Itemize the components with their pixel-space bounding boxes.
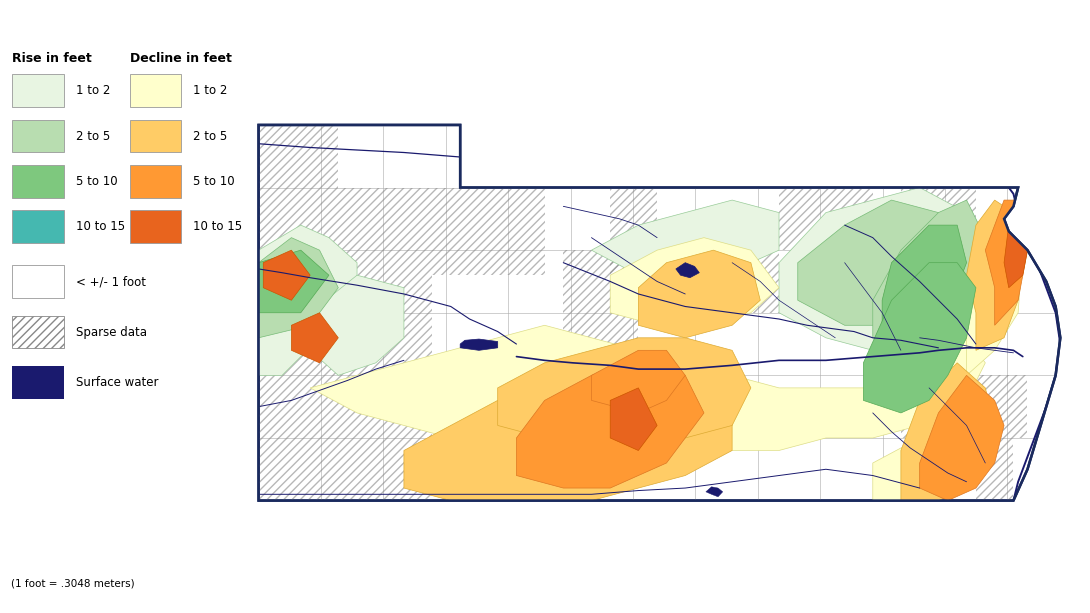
Polygon shape — [404, 375, 732, 501]
Bar — [12, 210, 64, 243]
Polygon shape — [592, 350, 686, 413]
Text: 5 to 10: 5 to 10 — [76, 175, 118, 188]
Text: < +/- 1 foot: < +/- 1 foot — [76, 275, 146, 288]
Polygon shape — [258, 125, 1061, 501]
Polygon shape — [517, 363, 704, 488]
Polygon shape — [901, 363, 995, 501]
Text: 5 to 10: 5 to 10 — [193, 175, 234, 188]
Text: 2 to 5: 2 to 5 — [76, 129, 110, 143]
Bar — [130, 75, 181, 107]
Text: 10 to 15: 10 to 15 — [76, 220, 125, 233]
Polygon shape — [592, 200, 779, 287]
Bar — [12, 265, 64, 298]
Text: 1 to 2: 1 to 2 — [193, 85, 228, 97]
Text: Decline in feet: Decline in feet — [130, 52, 231, 65]
Text: 2 to 5: 2 to 5 — [193, 129, 227, 143]
Bar — [12, 366, 64, 398]
Polygon shape — [258, 250, 329, 313]
Polygon shape — [985, 200, 1028, 326]
Text: (1 foot = .3048 meters): (1 foot = .3048 meters) — [11, 579, 134, 588]
Bar — [130, 165, 181, 197]
Polygon shape — [610, 388, 657, 451]
Polygon shape — [311, 326, 985, 463]
Bar — [12, 316, 64, 348]
Polygon shape — [967, 213, 1022, 375]
Polygon shape — [498, 338, 751, 451]
Polygon shape — [706, 487, 723, 497]
Text: Surface water: Surface water — [76, 376, 158, 389]
Text: Sparse data: Sparse data — [76, 326, 147, 338]
Text: 10 to 15: 10 to 15 — [193, 220, 242, 233]
Polygon shape — [863, 263, 976, 413]
Bar — [12, 75, 64, 107]
Bar — [130, 210, 181, 243]
Polygon shape — [873, 200, 985, 350]
Polygon shape — [1004, 213, 1028, 287]
Bar — [12, 120, 64, 153]
Polygon shape — [798, 200, 967, 326]
Polygon shape — [291, 313, 338, 363]
Polygon shape — [311, 275, 404, 375]
Polygon shape — [639, 250, 760, 338]
Polygon shape — [873, 413, 985, 501]
Polygon shape — [676, 263, 700, 278]
Text: 1 to 2: 1 to 2 — [76, 85, 110, 97]
Polygon shape — [264, 250, 311, 300]
Bar — [130, 120, 181, 153]
Polygon shape — [258, 225, 358, 375]
Polygon shape — [920, 375, 1004, 501]
Bar — [12, 165, 64, 197]
Polygon shape — [967, 200, 1022, 350]
Polygon shape — [258, 238, 338, 338]
Polygon shape — [610, 238, 779, 326]
Polygon shape — [460, 339, 498, 350]
Polygon shape — [779, 188, 985, 350]
Polygon shape — [882, 225, 967, 338]
Text: Rise in feet: Rise in feet — [12, 52, 93, 65]
